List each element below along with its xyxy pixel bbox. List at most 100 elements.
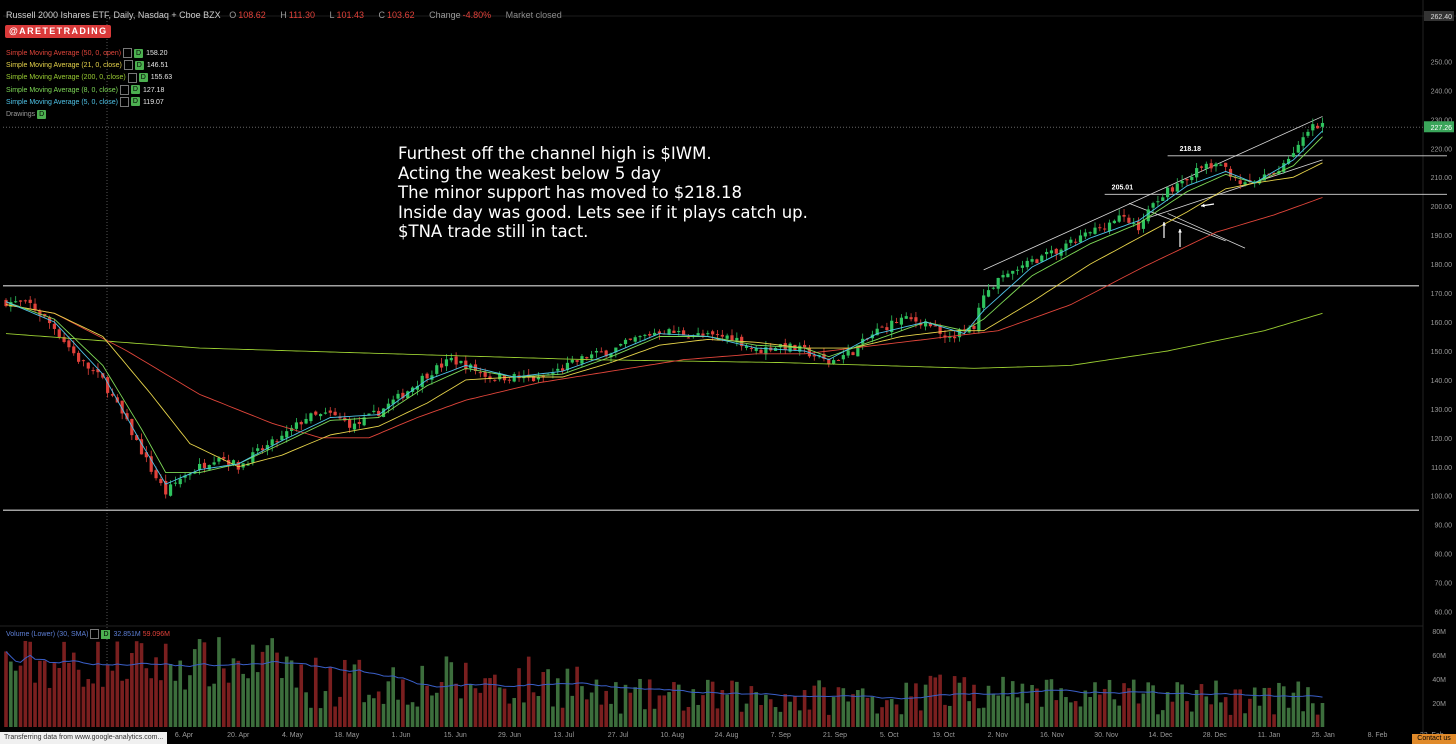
volume-bar <box>565 668 570 727</box>
candle-body <box>1219 164 1223 166</box>
low-value: 101.43 <box>336 10 365 20</box>
candle-body <box>827 358 831 364</box>
study-settings-icon[interactable] <box>123 60 133 71</box>
drawings-row[interactable]: Drawings D <box>6 109 172 121</box>
volume-bar <box>744 703 749 727</box>
price-tick-label: 100.00 <box>1431 494 1453 501</box>
candle-body <box>1320 122 1325 127</box>
candle-body <box>696 333 700 336</box>
date-tick-label: 11. Jan <box>1258 732 1281 739</box>
candle-body <box>1045 251 1049 255</box>
volume-bar <box>226 682 231 727</box>
candle-body <box>972 325 976 329</box>
volume-bar <box>1102 688 1107 727</box>
volume-bar <box>357 659 362 727</box>
study-settings-icon[interactable] <box>127 72 137 83</box>
candle-body <box>686 337 691 339</box>
candle-body <box>933 325 937 327</box>
study-settings-icon[interactable] <box>119 84 129 95</box>
study-settings-icon[interactable] <box>90 629 100 639</box>
candle-body <box>328 410 332 413</box>
candle-body <box>1243 182 1247 185</box>
study-visibility-icon[interactable]: D <box>134 48 144 58</box>
volume-bar <box>309 707 313 727</box>
study-sma50[interactable]: Simple Moving Average (50, 0, open) D 158.… <box>6 48 172 60</box>
volume-bar <box>885 700 889 727</box>
study-sma8[interactable]: Simple Moving Average (8, 0, close) D 127.… <box>6 84 172 97</box>
volume-study-legend[interactable]: Volume (Lower) (30, SMA) D 32.851M 59.096M <box>6 629 170 639</box>
volume-bar <box>1030 684 1034 727</box>
candle-body <box>1282 163 1286 172</box>
study-visibility-icon[interactable]: D <box>138 73 148 83</box>
open-label: O <box>229 10 237 20</box>
volume-bar <box>23 640 28 727</box>
candle-body <box>1078 235 1083 243</box>
volume-bar <box>38 660 42 727</box>
study-settings-icon[interactable] <box>123 48 133 59</box>
volume-bar <box>130 653 134 727</box>
volume-bar <box>430 695 434 727</box>
study-visibility-icon[interactable]: D <box>101 629 111 639</box>
candle-body <box>454 356 458 365</box>
volume-bar <box>662 695 667 727</box>
candle-body <box>478 372 482 374</box>
volume-bar <box>168 664 173 727</box>
candle-body <box>38 310 42 316</box>
study-visibility-icon[interactable]: D <box>130 97 140 107</box>
candle-body <box>1272 173 1276 175</box>
volume-bar <box>173 680 178 727</box>
volume-bar <box>710 681 715 727</box>
volume-bar <box>851 694 855 727</box>
volume-bar <box>822 687 826 727</box>
date-tick-label: 24. Aug <box>715 732 739 739</box>
price-tick-label: 60.00 <box>1434 610 1452 617</box>
candle-body <box>1214 163 1218 167</box>
study-sma21[interactable]: Simple Moving Average (21, 0, close) D 146… <box>6 60 172 72</box>
volume-bar <box>570 695 575 727</box>
candle-body <box>986 290 991 297</box>
candle-body <box>807 347 812 357</box>
date-tick-label: 13. Jul <box>553 732 574 739</box>
volume-bar <box>1301 711 1305 727</box>
candle-body <box>512 374 516 382</box>
study-name: Simple Moving Average (8, 0, close) <box>6 86 118 94</box>
study-visibility-icon[interactable]: D <box>130 85 140 95</box>
volume-bar <box>846 701 850 727</box>
candle-body <box>1195 168 1199 178</box>
volume-bar <box>47 687 52 727</box>
study-sma200[interactable]: Simple Moving Average (200, 0, close) D 15… <box>6 72 172 84</box>
candle-body <box>623 339 628 345</box>
candle-body <box>1199 166 1204 168</box>
volume-bar <box>1073 701 1078 727</box>
volume-bar <box>241 673 245 727</box>
candle-body <box>386 403 390 409</box>
study-sma5[interactable]: Simple Moving Average (5, 0, close) D 119.… <box>6 96 172 109</box>
candle-body <box>812 355 816 357</box>
study-settings-icon[interactable] <box>119 96 129 107</box>
brand-badge[interactable]: @ARETETRADING <box>5 25 112 38</box>
price-tick-label: 250.00 <box>1431 59 1453 66</box>
candle-body <box>822 353 826 359</box>
candle-body <box>536 376 540 380</box>
volume-bar <box>91 683 95 727</box>
volume-bar <box>405 704 410 727</box>
study-name: Simple Moving Average (200, 0, close) <box>6 74 126 82</box>
study-visibility-icon[interactable]: D <box>134 60 144 70</box>
volume-bar <box>1054 700 1059 727</box>
volume-bar <box>270 638 274 727</box>
volume-bar <box>909 696 913 727</box>
volume-bar <box>1093 682 1097 727</box>
candle-body <box>444 359 449 367</box>
drawings-visibility-icon[interactable]: D <box>37 109 47 119</box>
volume-bar <box>1306 687 1310 727</box>
candle-body <box>323 412 328 414</box>
volume-bar <box>1214 680 1218 727</box>
candle-body <box>677 331 681 333</box>
candle-body <box>701 333 705 336</box>
volume-bar <box>488 678 492 727</box>
volume-bar <box>575 666 579 727</box>
volume-tick-label: 60M <box>1432 653 1446 660</box>
volume-bar <box>401 679 405 727</box>
contact-us-button[interactable]: Contact us <box>1412 734 1456 744</box>
